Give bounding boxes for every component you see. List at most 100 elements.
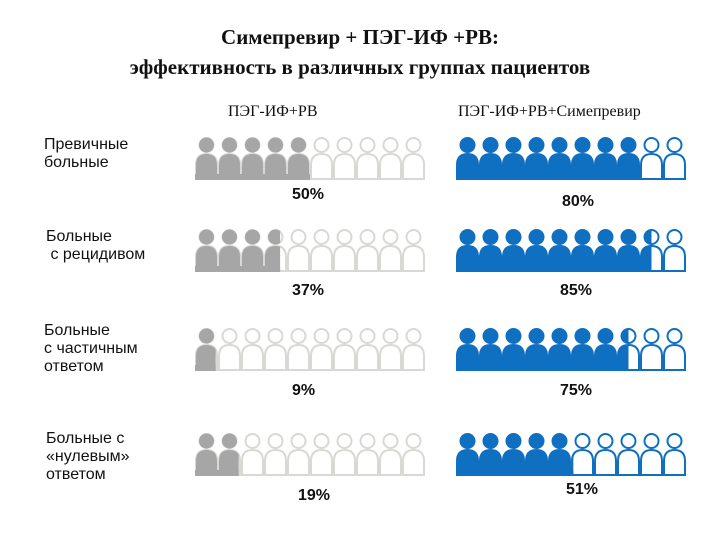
person-body-empty bbox=[310, 152, 333, 180]
person-body-empty bbox=[333, 448, 356, 476]
person-icon-empty bbox=[382, 433, 399, 449]
person-icon-filled bbox=[598, 229, 613, 245]
filled-people bbox=[456, 229, 652, 272]
person-icon-filled bbox=[245, 229, 260, 245]
filled-people bbox=[195, 229, 281, 272]
person-body-filled bbox=[572, 345, 593, 370]
person-icon-filled bbox=[506, 328, 521, 344]
person-body-filled bbox=[196, 246, 217, 271]
person-body-empty bbox=[594, 448, 617, 476]
percent-label-partial-simeprevir: 75% bbox=[560, 382, 593, 399]
person-icon-empty bbox=[336, 229, 353, 245]
filled-people bbox=[456, 137, 640, 180]
person-icon-filled bbox=[199, 433, 214, 449]
person-icon-empty bbox=[405, 433, 422, 449]
person-body-empty bbox=[356, 152, 379, 180]
value-bar bbox=[195, 266, 281, 272]
person-body-filled bbox=[480, 345, 501, 370]
pictogram-row-partial-simeprevir bbox=[456, 328, 686, 371]
person-icon-filled bbox=[460, 433, 475, 449]
person-body-filled bbox=[219, 154, 240, 179]
person-body-empty bbox=[241, 448, 264, 476]
person-body-empty bbox=[287, 448, 310, 476]
person-icon-empty bbox=[313, 137, 330, 153]
person-icon-empty bbox=[313, 433, 330, 449]
person-icon-filled bbox=[222, 229, 237, 245]
person-body-filled bbox=[480, 246, 501, 271]
person-icon-empty bbox=[405, 137, 422, 153]
person-body-empty bbox=[379, 244, 402, 272]
filled-people bbox=[456, 433, 574, 476]
person-icon-filled bbox=[199, 328, 214, 344]
person-body-empty bbox=[663, 343, 686, 371]
percent-label-relapse-simeprevir: 85% bbox=[560, 282, 593, 299]
person-icon-filled bbox=[460, 328, 475, 344]
person-body-filled bbox=[618, 246, 639, 271]
person-icon-filled bbox=[506, 137, 521, 153]
person-icon-empty bbox=[643, 433, 660, 449]
pictogram-row-null-peg-rv bbox=[195, 433, 425, 476]
person-icon-empty bbox=[597, 433, 614, 449]
person-body-filled bbox=[242, 154, 263, 179]
person-body-filled bbox=[196, 345, 216, 370]
empty-people-outline bbox=[195, 328, 425, 371]
person-icon-filled bbox=[529, 433, 544, 449]
filled-people bbox=[195, 137, 310, 180]
person-icon-filled bbox=[529, 229, 544, 245]
person-icon-filled bbox=[552, 328, 567, 344]
person-body-empty bbox=[640, 343, 663, 371]
person-icon-empty bbox=[666, 328, 683, 344]
person-icon-filled bbox=[529, 137, 544, 153]
person-body-empty bbox=[264, 343, 287, 371]
value-bar bbox=[195, 470, 239, 476]
person-body-empty bbox=[333, 152, 356, 180]
person-body-filled bbox=[265, 154, 286, 179]
person-icon-empty bbox=[359, 433, 376, 449]
person-body-filled bbox=[219, 246, 240, 271]
person-icon-empty bbox=[405, 229, 422, 245]
person-body-filled bbox=[641, 246, 652, 271]
person-body-filled bbox=[526, 246, 547, 271]
person-icon-filled bbox=[598, 328, 613, 344]
person-body-filled bbox=[549, 246, 570, 271]
person-body-empty bbox=[333, 343, 356, 371]
person-body-filled bbox=[572, 246, 593, 271]
column-header-peg-rv-simeprevir: ПЭГ-ИФ+РВ+Симепревир bbox=[458, 103, 641, 120]
person-icon-filled bbox=[575, 137, 590, 153]
person-body-empty bbox=[264, 448, 287, 476]
person-icon-empty bbox=[666, 433, 683, 449]
person-icon-filled bbox=[460, 137, 475, 153]
person-body-filled bbox=[457, 246, 478, 271]
person-body-filled bbox=[595, 154, 616, 179]
value-bar bbox=[456, 174, 640, 180]
person-icon-filled bbox=[199, 229, 214, 245]
person-icon-empty bbox=[359, 137, 376, 153]
pictogram-row-relapse-simeprevir bbox=[456, 229, 686, 272]
person-body-filled bbox=[595, 246, 616, 271]
person-icon-empty bbox=[574, 433, 591, 449]
person-icon-filled bbox=[552, 137, 567, 153]
column-header-peg-rv: ПЭГ-ИФ+РВ bbox=[228, 103, 318, 120]
person-icon-filled bbox=[506, 229, 521, 245]
person-body-filled bbox=[219, 450, 239, 475]
person-body-empty bbox=[310, 448, 333, 476]
person-body-filled bbox=[503, 450, 524, 475]
person-body-empty bbox=[663, 244, 686, 272]
row-label-primary: Превичные больные bbox=[44, 136, 129, 171]
filled-people bbox=[456, 328, 629, 371]
person-body-empty bbox=[617, 448, 640, 476]
person-body-filled bbox=[457, 154, 478, 179]
person-body-empty bbox=[287, 244, 310, 272]
percent-label-null-simeprevir: 51% bbox=[566, 481, 599, 498]
person-icon-empty bbox=[359, 328, 376, 344]
person-icon-empty bbox=[244, 433, 261, 449]
person-body-empty bbox=[402, 448, 425, 476]
person-body-empty bbox=[379, 448, 402, 476]
person-icon-empty bbox=[666, 137, 683, 153]
person-icon-filled bbox=[483, 433, 498, 449]
value-bar bbox=[195, 365, 216, 371]
person-body-empty bbox=[356, 448, 379, 476]
person-body-filled bbox=[265, 246, 281, 271]
pictogram-row-primary-simeprevir bbox=[456, 137, 686, 180]
person-icon-filled bbox=[621, 328, 629, 344]
